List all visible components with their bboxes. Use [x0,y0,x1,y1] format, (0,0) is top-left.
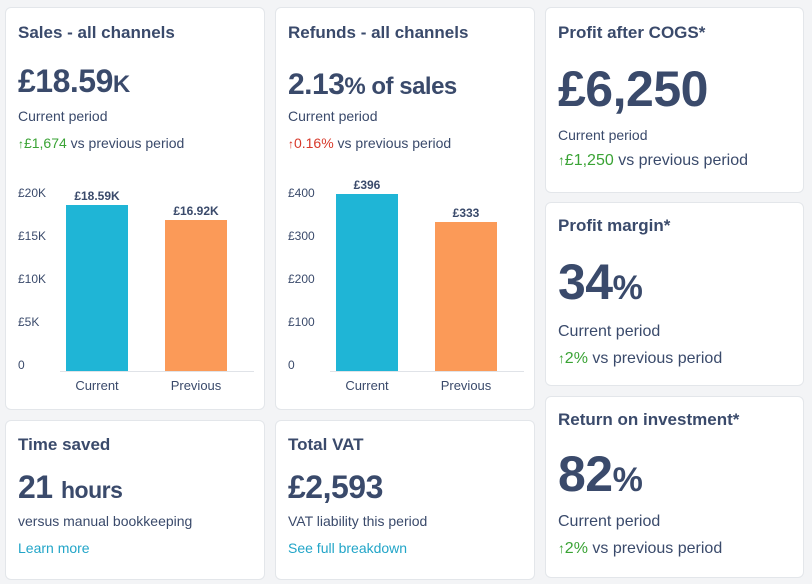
delta-text: ↑£1,674 vs previous period [18,135,185,151]
x-category-label: Current [345,378,389,393]
learn-more-link[interactable]: Learn more [18,540,90,556]
card-title: Profit after COGS* [558,23,706,42]
sales-value: £18.59K [18,63,130,99]
time-saved-card: Time saved 21 hours versus manual bookke… [5,420,265,580]
y-tick-label: £5K [18,315,40,329]
margin-value: 34% [558,254,643,310]
full-breakdown-link[interactable]: See full breakdown [288,540,408,556]
y-tick-label: £20K [18,186,47,200]
description: versus manual bookkeeping [18,513,193,529]
card-title: Return on investment* [558,410,740,429]
bar-value-label: £18.59K [74,188,120,203]
margin-card: Profit margin* 34% Current period ↑2% vs… [545,202,804,386]
roi-card: Return on investment* 82% Current period… [545,396,804,578]
profit-card: Profit after COGS* £6,250 Current period… [545,7,804,193]
bar-value-label: £16.92K [173,203,219,218]
period-label: Current period [18,108,108,124]
vat-card: Total VAT £2,593 VAT liability this peri… [275,420,535,580]
sales-bar-chart: £20K £15K £10K £5K 0 Current Previous £1… [6,178,266,403]
x-category-label: Previous [440,378,492,393]
bar-previous [165,219,227,371]
y-tick-label: 0 [288,358,295,372]
y-tick-label: £15K [18,229,47,243]
roi-value: 82% [558,446,643,502]
x-category-label: Previous [170,378,222,393]
sales-card: Sales - all channels £18.59K Current per… [5,7,265,410]
vat-value: £2,593 [288,469,383,505]
arrow-up-icon: ↑ [558,351,565,366]
card-title: Profit margin* [558,216,671,235]
arrow-up-icon: ↑ [288,137,294,151]
refunds-card: Refunds - all channels 2.13% of sales Cu… [275,7,535,410]
y-tick-label: £400 [288,186,315,200]
y-tick-label: £300 [288,229,315,243]
card-title: Sales - all channels [18,23,175,42]
arrow-up-icon: ↑ [18,137,24,151]
time-saved-value: 21 hours [18,469,123,505]
delta-text: ↑£1,250 vs previous period [558,152,749,169]
bar-value-label: £396 [353,177,381,192]
refunds-bar-chart: £400 £300 £200 £100 0 Current Previous £… [276,178,536,403]
chart-baseline [330,371,524,372]
y-tick-label: £100 [288,315,315,329]
period-label: Current period [558,127,648,143]
bar-current [336,193,398,371]
refunds-value: 2.13% of sales [288,68,457,101]
profit-value: £6,250 [558,61,708,117]
bar-previous [435,221,497,371]
card-title: Total VAT [288,435,364,454]
x-category-label: Current [75,378,119,393]
period-label: Current period [558,513,661,530]
delta-text: ↑2% vs previous period [558,540,723,557]
delta-text: ↑0.16% vs previous period [288,135,452,151]
card-title: Refunds - all channels [288,23,469,42]
description: VAT liability this period [288,513,428,529]
bar-current [66,204,128,371]
chart-baseline [60,371,254,372]
card-title: Time saved [18,435,111,454]
y-tick-label: £10K [18,272,47,286]
period-label: Current period [558,323,661,340]
arrow-up-icon: ↑ [558,153,565,168]
bar-value-label: £333 [452,205,480,220]
delta-text: ↑2% vs previous period [558,350,723,367]
y-tick-label: £200 [288,272,315,286]
period-label: Current period [288,108,378,124]
y-tick-label: 0 [18,358,25,372]
arrow-up-icon: ↑ [558,541,565,556]
